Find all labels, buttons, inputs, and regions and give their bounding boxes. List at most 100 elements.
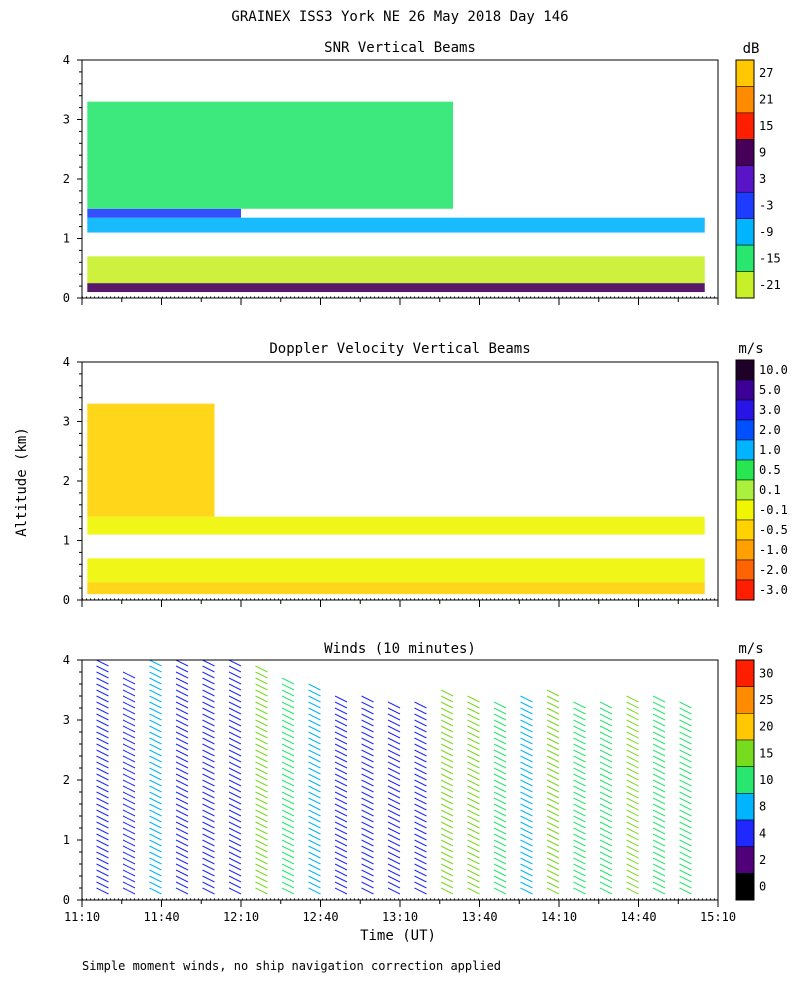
wind-barb [228, 707, 242, 715]
wind-barb [334, 773, 348, 781]
wind-barb [520, 713, 533, 721]
wind-barb [493, 737, 507, 745]
wind-barb [626, 833, 639, 841]
wind-barb [493, 779, 507, 787]
wind-barb [202, 809, 215, 817]
x-tick-label: 14:40 [620, 910, 656, 924]
winds-panel: Winds (10 minutes) 0 1 2 3 4 11:10 11:40 12:10 12… [63, 641, 774, 924]
wind-barb [281, 791, 295, 799]
wind-barb [255, 827, 268, 835]
wind-barb [149, 857, 162, 865]
wind-barb [520, 881, 533, 889]
wind-barb [175, 845, 189, 853]
wind-barb [467, 815, 480, 823]
wind-barb [652, 695, 666, 703]
wind-barb [679, 797, 692, 805]
wind-barb [96, 815, 109, 823]
wind-barb [255, 839, 268, 847]
wind-barb [334, 701, 348, 709]
wind-barb [175, 665, 189, 673]
wind-barb [122, 821, 136, 829]
wind-barb [679, 743, 692, 751]
wind-barb [175, 725, 189, 733]
wind-barb [281, 701, 295, 709]
wind-barb [387, 725, 401, 733]
wind-barb [96, 749, 109, 757]
wind-barb [122, 689, 136, 697]
wind-barb [440, 731, 454, 739]
wind-barb [546, 755, 560, 763]
colorbar-label: -21 [759, 278, 781, 292]
wind-barb [679, 857, 692, 865]
wind-barb [96, 857, 109, 865]
wind-barb [520, 761, 533, 769]
wind-barb [414, 731, 427, 739]
wind-barb [361, 797, 374, 805]
colorbar-swatch [735, 359, 755, 381]
wind-barb [255, 749, 268, 757]
wind-barb [520, 857, 533, 865]
wind-barb [175, 773, 189, 781]
wind-barb [467, 731, 480, 739]
wind-barb [440, 737, 454, 745]
wind-barb [122, 809, 136, 817]
colorbar-swatch [735, 271, 755, 299]
colorbar-label: 1.0 [759, 443, 781, 457]
wind-barb [96, 671, 109, 679]
wind-barb [387, 803, 401, 811]
colorbar-label: 0.1 [759, 483, 781, 497]
wind-barb [387, 821, 401, 829]
colorbar-label: 2.0 [759, 423, 781, 437]
wind-barb [175, 779, 189, 787]
wind-barb [255, 857, 268, 865]
wind-barb [414, 881, 427, 889]
wind-barb [546, 761, 560, 769]
wind-barb [122, 743, 136, 751]
wind-barb [175, 701, 189, 709]
wind-barb [255, 797, 268, 805]
wind-barb [573, 731, 586, 739]
wind-barb [599, 869, 613, 877]
wind-barb [202, 755, 215, 763]
wind-barb [652, 755, 666, 763]
wind-barb [149, 731, 162, 739]
wind-barb [679, 851, 692, 859]
wind-barb [414, 863, 427, 871]
wind-barb [334, 737, 348, 745]
wind-barb [546, 707, 560, 715]
wind-barb [308, 719, 321, 727]
wind-barb [546, 839, 560, 847]
wind-barb [599, 761, 613, 769]
wind-barb [228, 857, 242, 865]
wind-barb [387, 761, 401, 769]
y-tick-label: 2 [63, 172, 70, 186]
wind-barb [546, 701, 560, 709]
colorbar: 10.0 5.0 3.0 2.0 1.0 0.5 0.1 -0.1 -0.5 -1.0 -2.0 -3… [735, 341, 788, 601]
wind-barb [175, 869, 189, 877]
colorbar-swatch [735, 519, 755, 541]
wind-barb [626, 791, 639, 799]
wind-barb [387, 767, 401, 775]
wind-barb [122, 725, 136, 733]
wind-barb [202, 779, 215, 787]
wind-barb [573, 863, 586, 871]
wind-barb [626, 839, 639, 847]
wind-barb [573, 833, 586, 841]
wind-barb [440, 863, 454, 871]
wind-barb [652, 809, 666, 817]
wind-barb [679, 821, 692, 829]
wind-barb [96, 779, 109, 787]
wind-barb [361, 839, 374, 847]
wind-barb [573, 713, 586, 721]
wind-barb [467, 857, 480, 865]
wind-barb [308, 821, 321, 829]
heatmap-region [87, 101, 454, 209]
wind-barb [626, 881, 639, 889]
wind-barb [493, 785, 507, 793]
wind-barb [122, 839, 136, 847]
wind-barb [361, 863, 374, 871]
wind-barb [96, 677, 109, 685]
wind-barb [175, 660, 189, 667]
colorbar-unit: m/s [738, 641, 763, 657]
